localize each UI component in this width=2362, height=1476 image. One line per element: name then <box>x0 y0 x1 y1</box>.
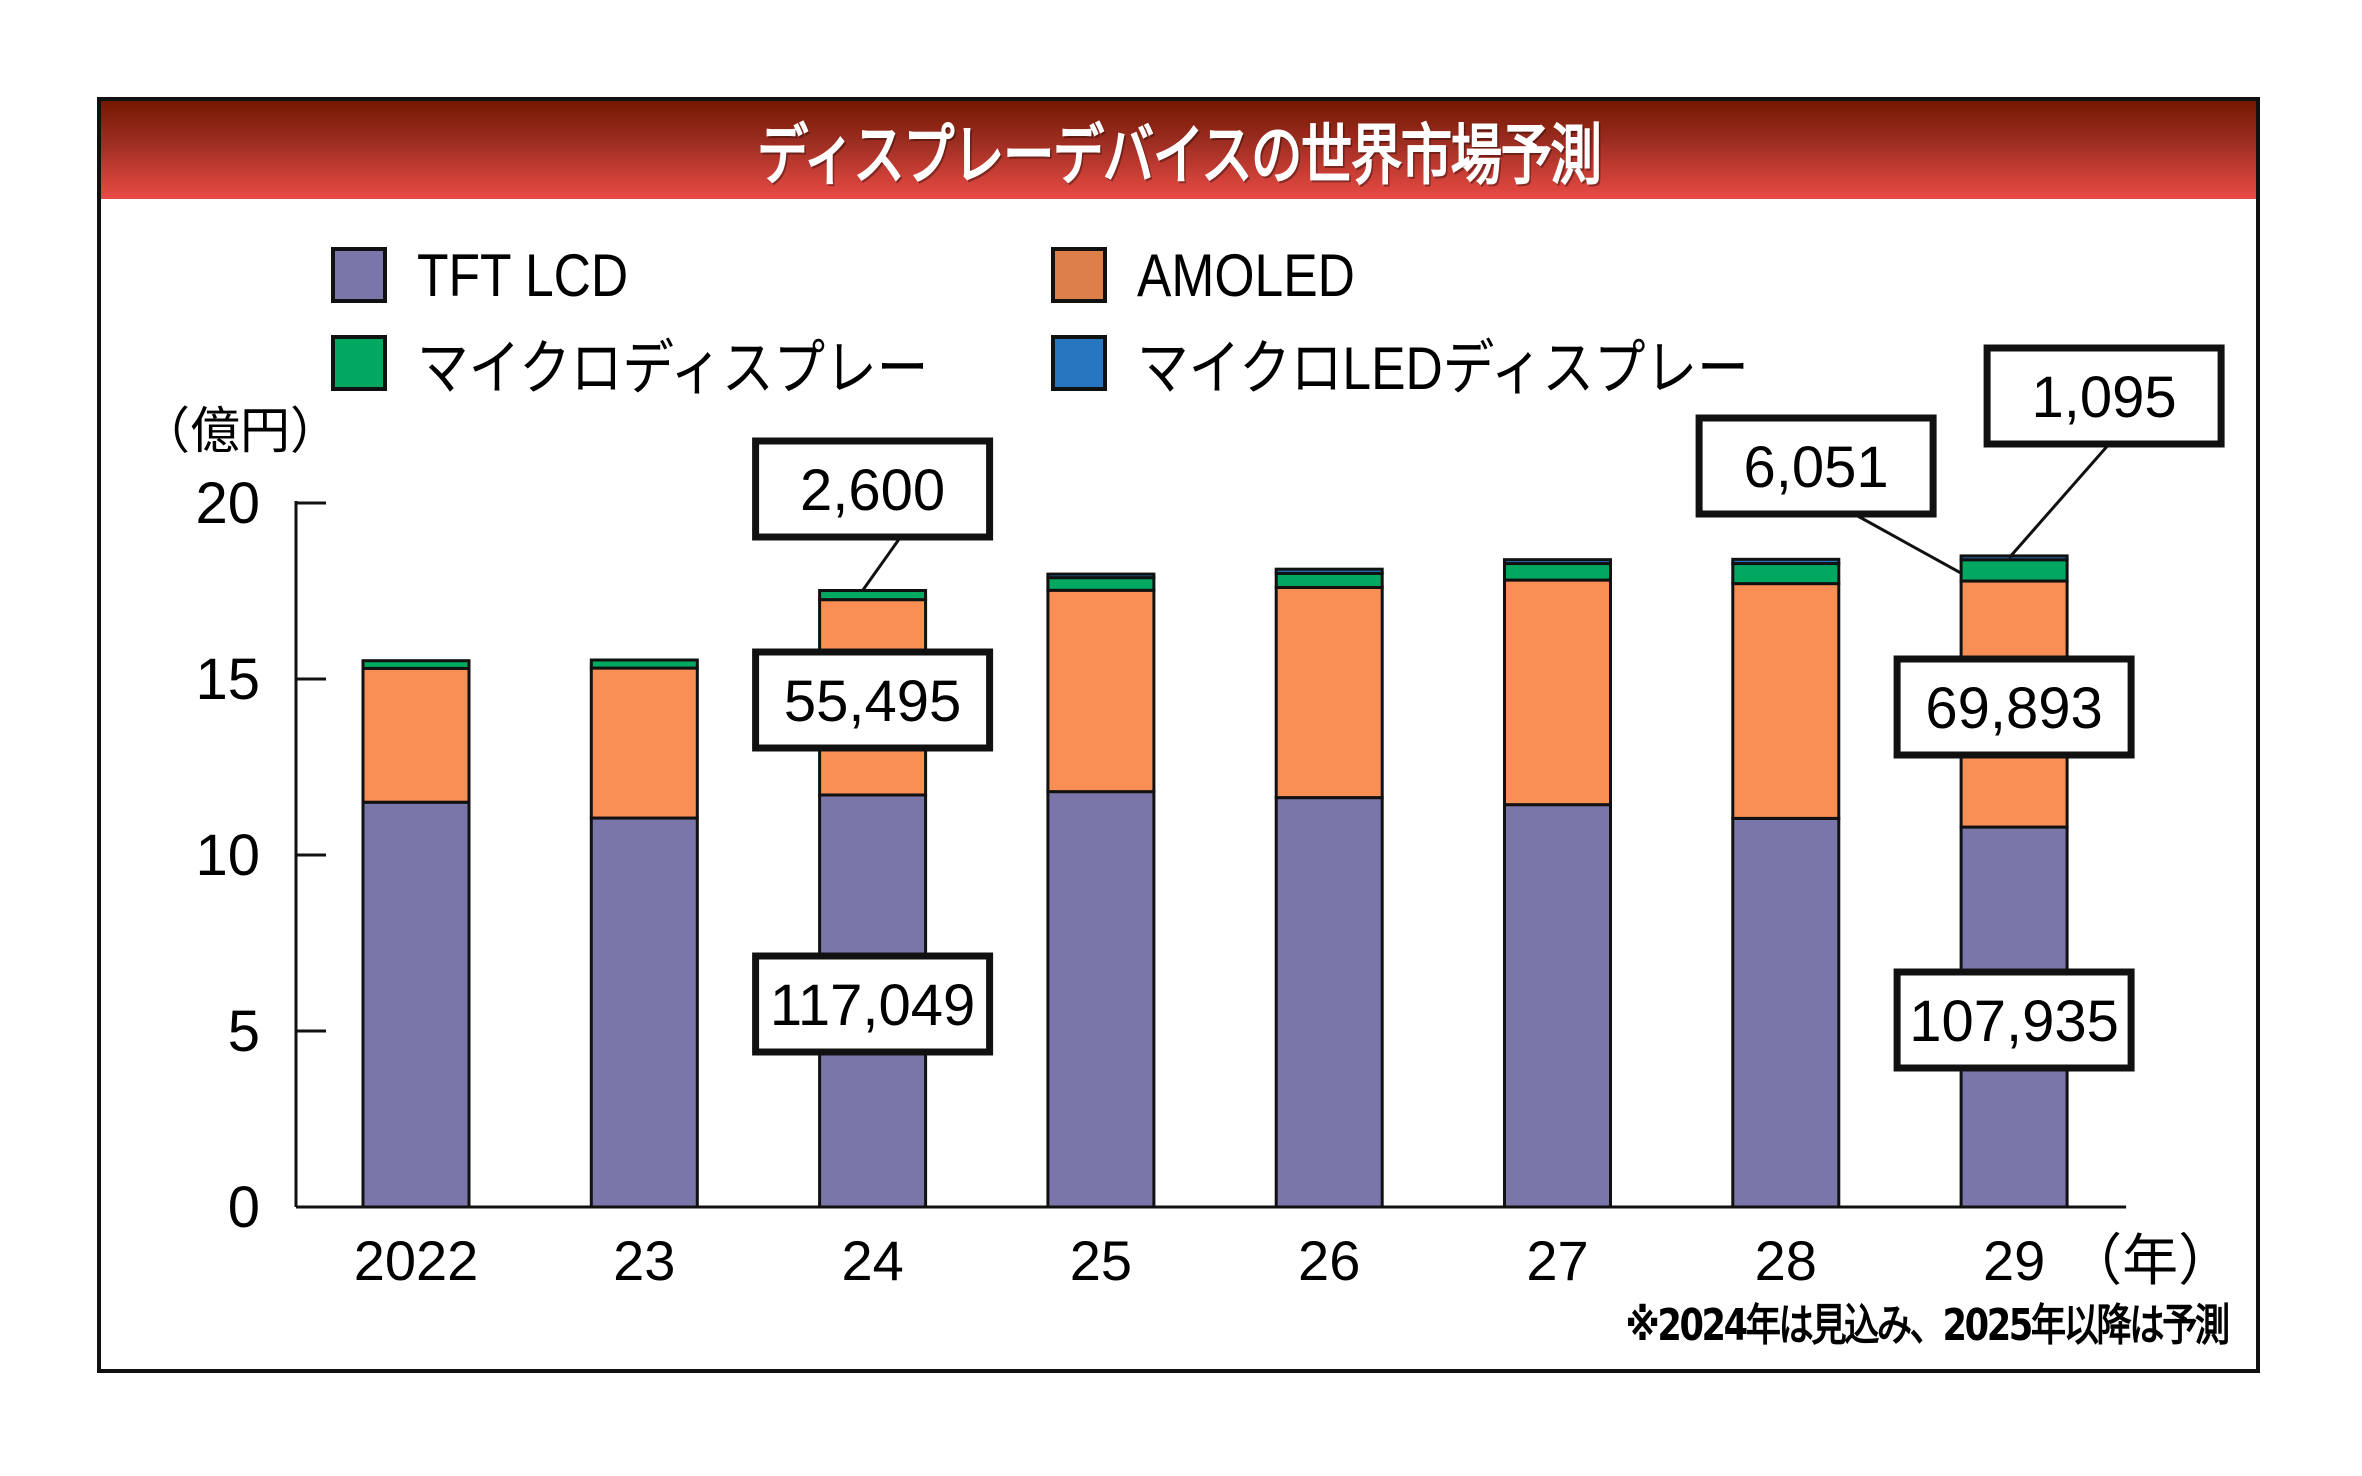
y-tick-label: 0 <box>228 1175 260 1240</box>
x-tick-label: 24 <box>841 1229 903 1292</box>
y-axis-unit-label: （億円） <box>140 402 340 460</box>
callout-box <box>752 437 994 541</box>
bar-segment-amoled <box>1503 578 1612 807</box>
data-callout: 1,095 <box>1983 344 2225 559</box>
data-callout: 6,051 <box>1695 414 1963 576</box>
x-tick-label: 27 <box>1526 1229 1588 1292</box>
bar-stack <box>1959 554 2069 1209</box>
bar-segment-amoled <box>1046 588 1156 794</box>
bar-segment-amoled <box>361 666 471 804</box>
legend-swatch-tft-lcd <box>331 247 387 303</box>
y-tick-label: 5 <box>228 999 260 1064</box>
bar-segment-micro-led <box>1274 567 1384 575</box>
bar-segment-tft-lcd <box>361 800 471 1209</box>
bar-segment-micro-display <box>1503 562 1612 582</box>
legend-swatch-amoled <box>1051 247 1107 303</box>
legend-label-tft-lcd: TFT LCD <box>417 241 629 309</box>
legend-label-amoled: AMOLED <box>1137 241 1355 309</box>
footnote: ※2024年は見込み、2025年以降は予測 <box>1625 1300 2231 1351</box>
bar-segment-tft-lcd <box>1503 803 1612 1209</box>
legend-item-tft-lcd: TFT LCD <box>331 242 663 309</box>
bar-segment-micro-display <box>589 658 699 670</box>
y-tick-label: 20 <box>195 471 260 536</box>
x-tick-label: 2022 <box>354 1229 479 1292</box>
callout-box <box>1893 968 2135 1072</box>
legend-item-micro-display: マイクロディスプレー <box>331 333 1012 402</box>
legend-item-micro-led: マイクロLEDディスプレー <box>1051 333 1848 402</box>
bar-segment-micro-led <box>1046 572 1156 580</box>
x-tick-label: 29 <box>1983 1229 2045 1292</box>
bar-segment-tft-lcd <box>1046 790 1156 1209</box>
callout-label: 1,095 <box>2032 365 2177 430</box>
bars <box>361 554 2069 1209</box>
callouts: 2,600 55,495 117,049 1,095 6,051 69,893 107,93… <box>752 344 2225 1072</box>
legend-label-micro-display: マイクロディスプレー <box>417 334 929 402</box>
y-axis: 0 5 10 15 20 <box>195 471 326 1240</box>
bar-segment-micro-led <box>1503 558 1612 566</box>
legend-label-micro-led: マイクロLEDディスプレー <box>1137 334 1749 402</box>
callout-box <box>1983 344 2225 448</box>
y-tick-label: 15 <box>195 647 260 712</box>
title-band: ディスプレーデバイスの世界市場予測 <box>101 101 2256 199</box>
callout-leader-line <box>1853 512 1963 576</box>
bar-segment-micro-led <box>1731 557 1841 566</box>
legend-swatch-micro-led <box>1051 335 1107 391</box>
bar-segment-micro-display <box>1046 576 1156 592</box>
data-callout: 69,893 <box>1893 655 2135 759</box>
callout-box <box>752 648 994 752</box>
bar-segment-micro-display <box>818 588 928 602</box>
bar-segment-tft-lcd <box>589 816 699 1209</box>
x-tick-label: 26 <box>1298 1229 1360 1292</box>
bar-segment-amoled <box>1731 582 1841 820</box>
callout-label: 69,893 <box>1925 676 2102 741</box>
bar-stack <box>589 658 699 1209</box>
x-axis-unit-label: （年） <box>2066 1229 2234 1292</box>
bar-segment-micro-display <box>361 659 471 670</box>
bar-segment-tft-lcd <box>1274 796 1384 1209</box>
data-callout: 2,600 <box>752 437 994 592</box>
bar-stack <box>361 659 471 1209</box>
data-callout: 117,049 <box>752 952 994 1056</box>
chart-title: ディスプレーデバイスの世界市場予測 <box>756 117 1602 194</box>
callout-leader-line <box>2007 443 2111 559</box>
bar-stack <box>1046 572 1156 1209</box>
callout-label: 107,935 <box>1909 989 2119 1054</box>
bar-segment-micro-display <box>1274 571 1384 589</box>
x-tick-label: 28 <box>1755 1229 1817 1292</box>
callout-box <box>1695 414 1937 518</box>
legend: TFT LCD AMOLED マイクロディスプレー マイクロLEDディスプレー <box>331 229 1931 402</box>
callout-label: 6,051 <box>1744 435 1889 500</box>
callout-box <box>1893 655 2135 759</box>
bar-segment-micro-led <box>1959 554 2069 562</box>
callout-label: 2,600 <box>800 458 945 523</box>
data-callout: 55,495 <box>752 648 994 752</box>
x-tick-label: 25 <box>1070 1229 1132 1292</box>
bar-segment-micro-display <box>1959 558 2069 583</box>
callout-box <box>752 952 994 1056</box>
x-axis: 2022 23 24 25 26 27 28 29 （年） <box>296 1205 2234 1292</box>
bar-segment-amoled <box>1274 585 1384 800</box>
legend-item-amoled: AMOLED <box>1051 242 1390 309</box>
callout-label: 55,495 <box>784 669 961 734</box>
legend-swatch-micro-display <box>331 335 387 391</box>
bar-segment-micro-display <box>1731 562 1841 586</box>
bar-segment-amoled <box>589 666 699 820</box>
bar-segment-tft-lcd <box>1731 816 1841 1209</box>
callout-label: 117,049 <box>770 973 975 1038</box>
y-tick-label: 10 <box>195 823 260 888</box>
x-tick-label: 23 <box>613 1229 675 1292</box>
callout-leader-line <box>861 536 902 592</box>
bar-stack <box>1731 557 1841 1209</box>
bar-stack <box>1503 558 1612 1209</box>
bar-stack <box>1274 567 1384 1209</box>
data-callout: 107,935 <box>1893 968 2135 1072</box>
